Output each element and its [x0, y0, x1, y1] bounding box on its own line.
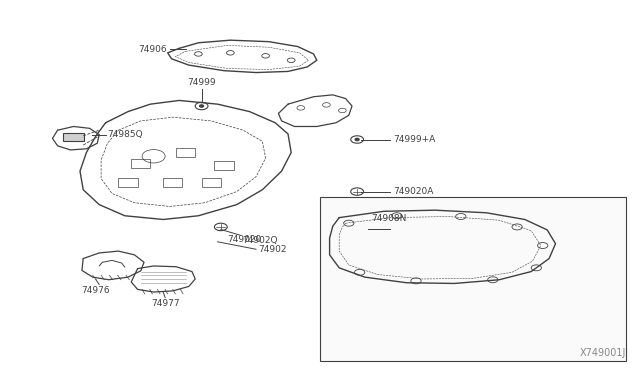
Bar	[202, 178, 221, 187]
Circle shape	[200, 105, 204, 107]
Bar	[176, 148, 195, 157]
Text: 74976: 74976	[82, 286, 110, 295]
Bar	[131, 159, 150, 168]
Text: 74999+A: 74999+A	[393, 135, 435, 144]
Circle shape	[355, 138, 359, 141]
Bar	[118, 178, 138, 187]
Text: 749020A: 749020A	[393, 187, 433, 196]
Bar	[163, 178, 182, 187]
Text: 74902: 74902	[259, 246, 287, 254]
Text: X749001J: X749001J	[580, 348, 626, 358]
FancyBboxPatch shape	[63, 133, 84, 141]
Bar	[214, 161, 234, 170]
Text: 74985Q: 74985Q	[108, 130, 143, 139]
Text: 749020: 749020	[227, 235, 262, 244]
Text: 74906: 74906	[138, 45, 166, 54]
Text: 74999: 74999	[188, 78, 216, 87]
Text: 74977: 74977	[151, 299, 179, 308]
Text: 74902Q: 74902Q	[242, 236, 277, 245]
Text: 74908N: 74908N	[371, 214, 406, 223]
Bar	[320, 197, 626, 361]
